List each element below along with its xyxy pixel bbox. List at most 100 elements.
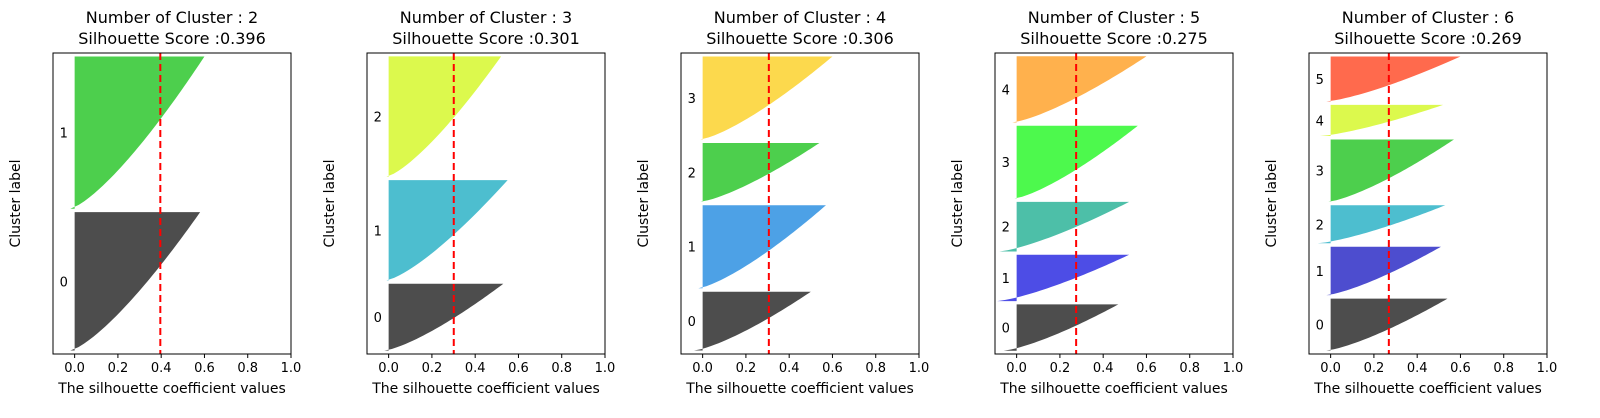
cluster-label-1: 1	[688, 241, 696, 256]
cluster-1-band	[70, 56, 205, 209]
cluster-label-0: 0	[688, 315, 696, 330]
cluster-label-0: 0	[60, 275, 68, 290]
x-tick-label: 0.2	[422, 361, 443, 376]
cluster-label-4: 4	[1316, 114, 1324, 129]
chart-title: Number of Cluster : 3	[400, 8, 572, 27]
cluster-0-band	[384, 283, 504, 351]
cluster-label-4: 4	[1002, 83, 1010, 98]
cluster-label-0: 0	[1316, 319, 1324, 334]
chart-title: Number of Cluster : 4	[714, 8, 886, 27]
cluster-label-1: 1	[60, 127, 68, 142]
y-axis-label: Cluster label	[1264, 160, 1280, 248]
cluster-4-band	[1319, 104, 1444, 137]
x-tick-label: 0.8	[1179, 361, 1200, 376]
x-tick-label: 0.6	[822, 361, 843, 376]
x-tick-label: 0.4	[779, 361, 800, 376]
x-tick-label: 0.0	[378, 361, 399, 376]
x-tick-label: 0.2	[108, 361, 129, 376]
x-tick-label: 0.8	[551, 361, 572, 376]
axes-frame	[1308, 52, 1548, 355]
x-tick-label: 0.6	[1136, 361, 1157, 376]
cluster-label-1: 1	[1316, 265, 1324, 280]
cluster-0-band	[70, 212, 201, 351]
chart-subtitle: Silhouette Score :0.269	[1334, 29, 1522, 48]
cluster-label-3: 3	[1002, 156, 1010, 171]
chart-subtitle: Silhouette Score :0.301	[392, 29, 580, 48]
cluster-label-2: 2	[1002, 221, 1010, 236]
cluster-4-band	[1012, 56, 1147, 123]
x-tick-label: 0.0	[64, 361, 85, 376]
x-tick-label: 0.0	[1006, 361, 1027, 376]
chart-title: Number of Cluster : 5	[1028, 8, 1200, 27]
chart-title: Number of Cluster : 2	[86, 8, 258, 27]
cluster-label-0: 0	[1002, 322, 1010, 337]
silhouette-bands	[1317, 53, 1461, 354]
x-tick-label: 1.0	[281, 361, 302, 376]
silhouette-bands	[693, 53, 833, 354]
x-axis-label: The silhouette coefficient values	[57, 381, 286, 397]
x-tick-label: 0.4	[1407, 361, 1428, 376]
x-tick-label: 0.0	[692, 361, 713, 376]
cluster-label-3: 3	[688, 92, 696, 107]
subplot-2-clusters: 0 1 0.0 0.2 0.4 0.6 0.8 1.0 The silhouette coeff…	[8, 8, 301, 397]
chart-title: Number of Cluster : 6	[1342, 8, 1514, 27]
cluster-0-band	[1326, 298, 1448, 351]
x-tick-label: 0.8	[1493, 361, 1514, 376]
cluster-3-band	[700, 56, 833, 140]
x-tick-label: 1.0	[595, 361, 616, 376]
cluster-3-band	[1328, 139, 1454, 202]
cluster-label-0: 0	[374, 311, 382, 326]
x-tick-label: 0.6	[194, 361, 215, 376]
y-axis-label: Cluster label	[950, 160, 966, 248]
x-tick-label: 0.2	[736, 361, 757, 376]
cluster-1-band	[698, 205, 826, 289]
cluster-0-band	[693, 291, 811, 351]
x-axis-label: The silhouette coefficient values	[371, 381, 600, 397]
x-tick-label: 0.4	[1093, 361, 1114, 376]
chart-subtitle: Silhouette Score :0.306	[706, 29, 894, 48]
x-tick-label: 0.4	[151, 361, 172, 376]
cluster-label-2: 2	[688, 166, 696, 181]
cluster-label-3: 3	[1316, 165, 1324, 180]
silhouette-bands	[70, 53, 205, 354]
cluster-2-band	[1317, 205, 1446, 244]
x-axis-label: The silhouette coefficient values	[685, 381, 914, 397]
x-axis-label: The silhouette coefficient values	[999, 381, 1228, 397]
cluster-2-band	[999, 201, 1130, 252]
cluster-label-2: 2	[374, 111, 382, 126]
x-tick-label: 0.4	[465, 361, 486, 376]
x-axis-label: The silhouette coefficient values	[1313, 381, 1542, 397]
cluster-5-band	[1326, 56, 1461, 102]
x-tick-label: 0.2	[1050, 361, 1071, 376]
cluster-2-band	[386, 56, 502, 177]
x-tick-label: 1.0	[909, 361, 930, 376]
subplot-6-clusters: 0 1 2 3 4 5 0.0 0.2 0.4 0.6 0.8 1.0 The silhouette c…	[1264, 8, 1557, 397]
x-tick-label: 0.6	[508, 361, 529, 376]
x-tick-label: 0.0	[1320, 361, 1341, 376]
cluster-label-2: 2	[1316, 218, 1324, 233]
x-tick-label: 0.6	[1450, 361, 1471, 376]
cluster-label-5: 5	[1316, 73, 1324, 88]
cluster-3-band	[1014, 125, 1138, 199]
x-tick-label: 1.0	[1223, 361, 1244, 376]
subplot-5-clusters: 0 1 2 3 4 0.0 0.2 0.4 0.6 0.8 1.0 The silhouette co…	[950, 8, 1243, 397]
axes-frame	[680, 52, 920, 355]
x-tick-label: 0.8	[237, 361, 258, 376]
axes-frame	[366, 52, 606, 355]
x-tick-label: 0.2	[1364, 361, 1385, 376]
x-tick-label: 0.8	[865, 361, 886, 376]
cluster-1-band	[386, 180, 508, 281]
chart-subtitle: Silhouette Score :0.396	[78, 29, 266, 48]
chart-subtitle: Silhouette Score :0.275	[1020, 29, 1208, 48]
x-tick-label: 1.0	[1537, 361, 1558, 376]
silhouette-bands	[384, 53, 508, 354]
axes-frame	[994, 52, 1234, 355]
silhouette-bands	[997, 53, 1147, 354]
cluster-0-band	[1003, 304, 1119, 351]
cluster-label-1: 1	[1002, 272, 1010, 287]
subplot-4-clusters: 0 1 2 3 0.0 0.2 0.4 0.6 0.8 1.0 The silhouette coe…	[636, 8, 929, 397]
cluster-1-band	[1326, 246, 1441, 296]
cluster-1-band	[997, 254, 1130, 302]
